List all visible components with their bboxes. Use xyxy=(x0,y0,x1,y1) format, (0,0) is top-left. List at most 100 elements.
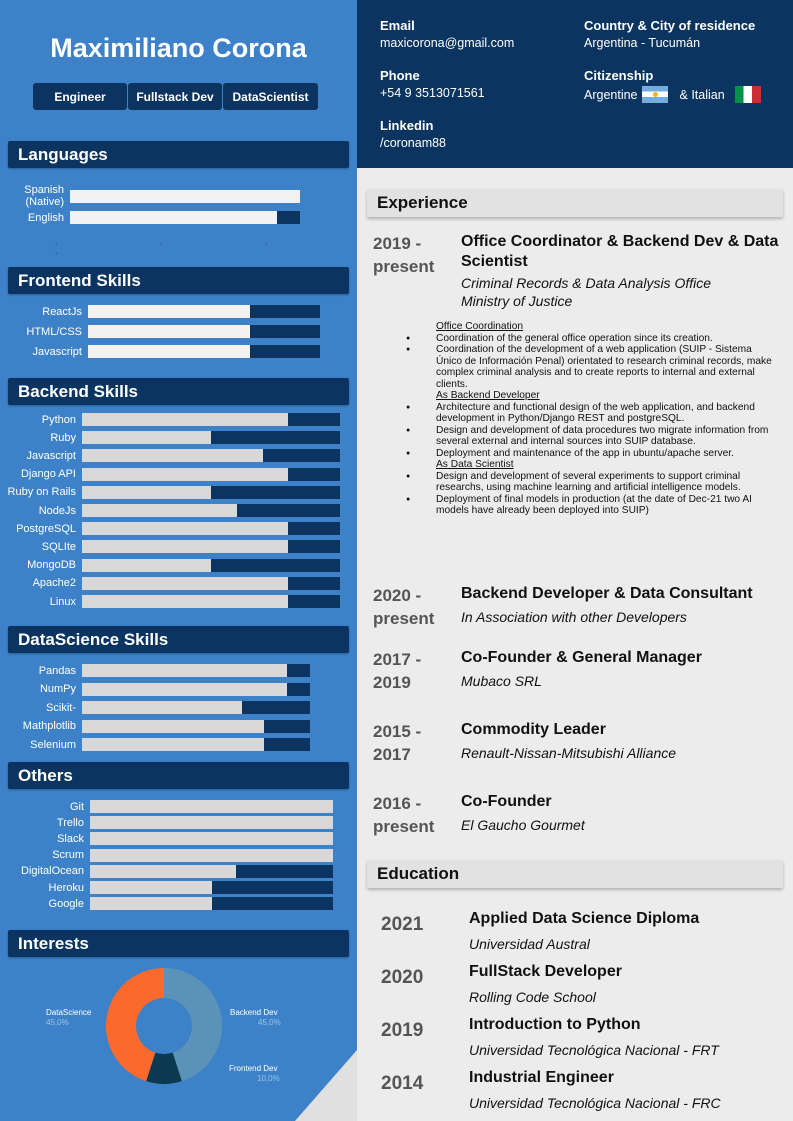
skill-bar-fill xyxy=(90,832,333,846)
skill-row: Google xyxy=(4,897,333,911)
experience-title: Experience xyxy=(367,189,783,217)
skill-bar xyxy=(82,504,340,517)
skill-bar xyxy=(90,864,333,878)
skill-bar-fill xyxy=(90,881,212,894)
skill-bar xyxy=(90,832,333,846)
languages-axis-dots: • • • • xyxy=(55,240,318,258)
skill-bar-fill xyxy=(82,522,289,536)
linkedin-label: Linkedin xyxy=(380,118,434,133)
skill-label: Selenium xyxy=(30,738,76,751)
skill-label: NodeJs xyxy=(38,504,76,517)
skill-label: ReactJs xyxy=(42,305,82,318)
email-block: Email maxicorona@gmail.com xyxy=(380,18,514,50)
skill-bar-fill xyxy=(90,848,333,862)
skill-bar-fill xyxy=(82,738,265,751)
skill-bar xyxy=(82,522,340,536)
country-label: Country & City of residence xyxy=(584,18,756,33)
citizenship-italian: & Italian xyxy=(679,87,725,102)
skill-bar xyxy=(82,449,340,463)
skill-row: Javascript xyxy=(4,345,320,358)
skill-row: NumPy xyxy=(4,682,310,696)
skill-bar xyxy=(90,881,333,894)
detail-item: Design and development of data procedure… xyxy=(404,425,774,448)
skill-bar xyxy=(90,816,333,830)
skill-bar xyxy=(82,701,310,714)
skill-bar xyxy=(82,664,310,677)
skill-bar xyxy=(82,595,340,608)
skill-bar-fill xyxy=(88,345,251,358)
skill-label: Heroku xyxy=(48,881,84,894)
detail-item: Coordination of the development of a web… xyxy=(404,344,774,390)
skill-label: Pandas xyxy=(38,664,76,677)
skill-bar xyxy=(70,211,300,224)
skill-row: Linux xyxy=(4,595,340,608)
detail-item: Architecture and functional design of th… xyxy=(404,402,774,425)
skill-label: Ruby xyxy=(50,431,76,444)
skill-label: Linux xyxy=(49,595,76,608)
left-sidebar: Maximiliano Corona Engineer Fullstack De… xyxy=(0,0,357,1121)
detail-heading: As Data Scientist xyxy=(436,459,514,470)
skill-row: Heroku xyxy=(4,881,333,894)
country-value: Argentina - Tucumán xyxy=(584,36,701,50)
skill-bar xyxy=(88,325,320,338)
languages-title: Languages xyxy=(8,141,349,168)
donut-label-frontend: Frontend Dev 10,0% xyxy=(229,1064,280,1083)
interests-title: Interests xyxy=(8,930,349,957)
skill-label: Slack xyxy=(57,832,84,845)
education-year: 2021 xyxy=(381,914,424,935)
experience-org: Criminal Records & Data Analysis Office xyxy=(461,275,712,291)
skill-label: NumPy xyxy=(39,683,76,695)
phone-label: Phone xyxy=(380,68,420,83)
experience-title-text: Office Coordinator & Backend Dev & Data … xyxy=(461,233,779,270)
skill-bar xyxy=(82,576,340,590)
education-school: Universidad Tecnológica Nacional - FRC xyxy=(469,1095,721,1111)
skill-label: Google xyxy=(48,897,84,910)
experience-years: 2019 - present xyxy=(373,234,435,276)
interests-chart: DataScience 45,0% Backend Dev 45,0% Fronte… xyxy=(0,960,357,1100)
education-title-text: FullStack Developer xyxy=(469,963,622,980)
skill-row: DigitalOcean xyxy=(4,864,333,878)
phone-block: Phone +54 9 3513071561 xyxy=(380,68,485,100)
skill-bar-fill xyxy=(82,485,211,499)
skill-row: Django API xyxy=(4,467,340,481)
skill-bar xyxy=(82,413,340,426)
skill-label: HTML/CSS xyxy=(26,325,82,338)
skill-bar xyxy=(82,738,310,751)
email-label: Email xyxy=(380,18,415,33)
linkedin-value[interactable]: /coronam88 xyxy=(380,136,447,150)
phone-value[interactable]: +54 9 3513071561 xyxy=(380,86,485,100)
skill-bar-fill xyxy=(82,413,289,426)
skill-row: SQLIte xyxy=(4,540,340,554)
skill-bar xyxy=(88,305,320,318)
detail-item: Deployment and maintenance of the app in… xyxy=(404,448,774,460)
education-title-text: Industrial Engineer xyxy=(469,1069,614,1086)
skill-bar-fill xyxy=(82,467,289,481)
skill-row: Selenium xyxy=(4,738,310,751)
skill-bar-fill xyxy=(82,682,288,696)
experience-years: 2020 - present xyxy=(373,586,435,628)
skill-label: Javascript xyxy=(26,449,76,462)
skill-bar-fill xyxy=(90,897,212,911)
skill-row: Git xyxy=(4,800,333,813)
detail-heading: Office Coordination xyxy=(436,321,524,332)
skill-bar-fill xyxy=(88,305,251,318)
skill-row: Pandas xyxy=(4,664,310,677)
skill-label: Mathplotlib xyxy=(22,720,76,732)
citizenship-argentine: Argentine xyxy=(584,87,638,102)
tag-datascientist: DataScientist xyxy=(223,83,318,110)
skill-row: English xyxy=(4,211,300,224)
skill-bar xyxy=(90,848,333,862)
detail-item: Coordination of the general office opera… xyxy=(404,333,774,345)
email-value[interactable]: maxicorona@gmail.com xyxy=(380,36,515,50)
skill-bar xyxy=(82,540,340,554)
experience-title-text: Commodity Leader xyxy=(461,721,606,738)
experience-years: 2016 - present xyxy=(373,794,435,836)
skill-label: English xyxy=(27,211,64,224)
tag-engineer: Engineer xyxy=(33,83,127,110)
tag-fullstack: Fullstack Dev xyxy=(128,83,222,110)
skill-row: PostgreSQL xyxy=(4,522,340,536)
skill-row: Slack xyxy=(4,832,333,846)
skill-bar-fill xyxy=(82,431,211,445)
skill-row: Scikit- xyxy=(4,701,310,714)
skill-bar xyxy=(70,189,300,203)
